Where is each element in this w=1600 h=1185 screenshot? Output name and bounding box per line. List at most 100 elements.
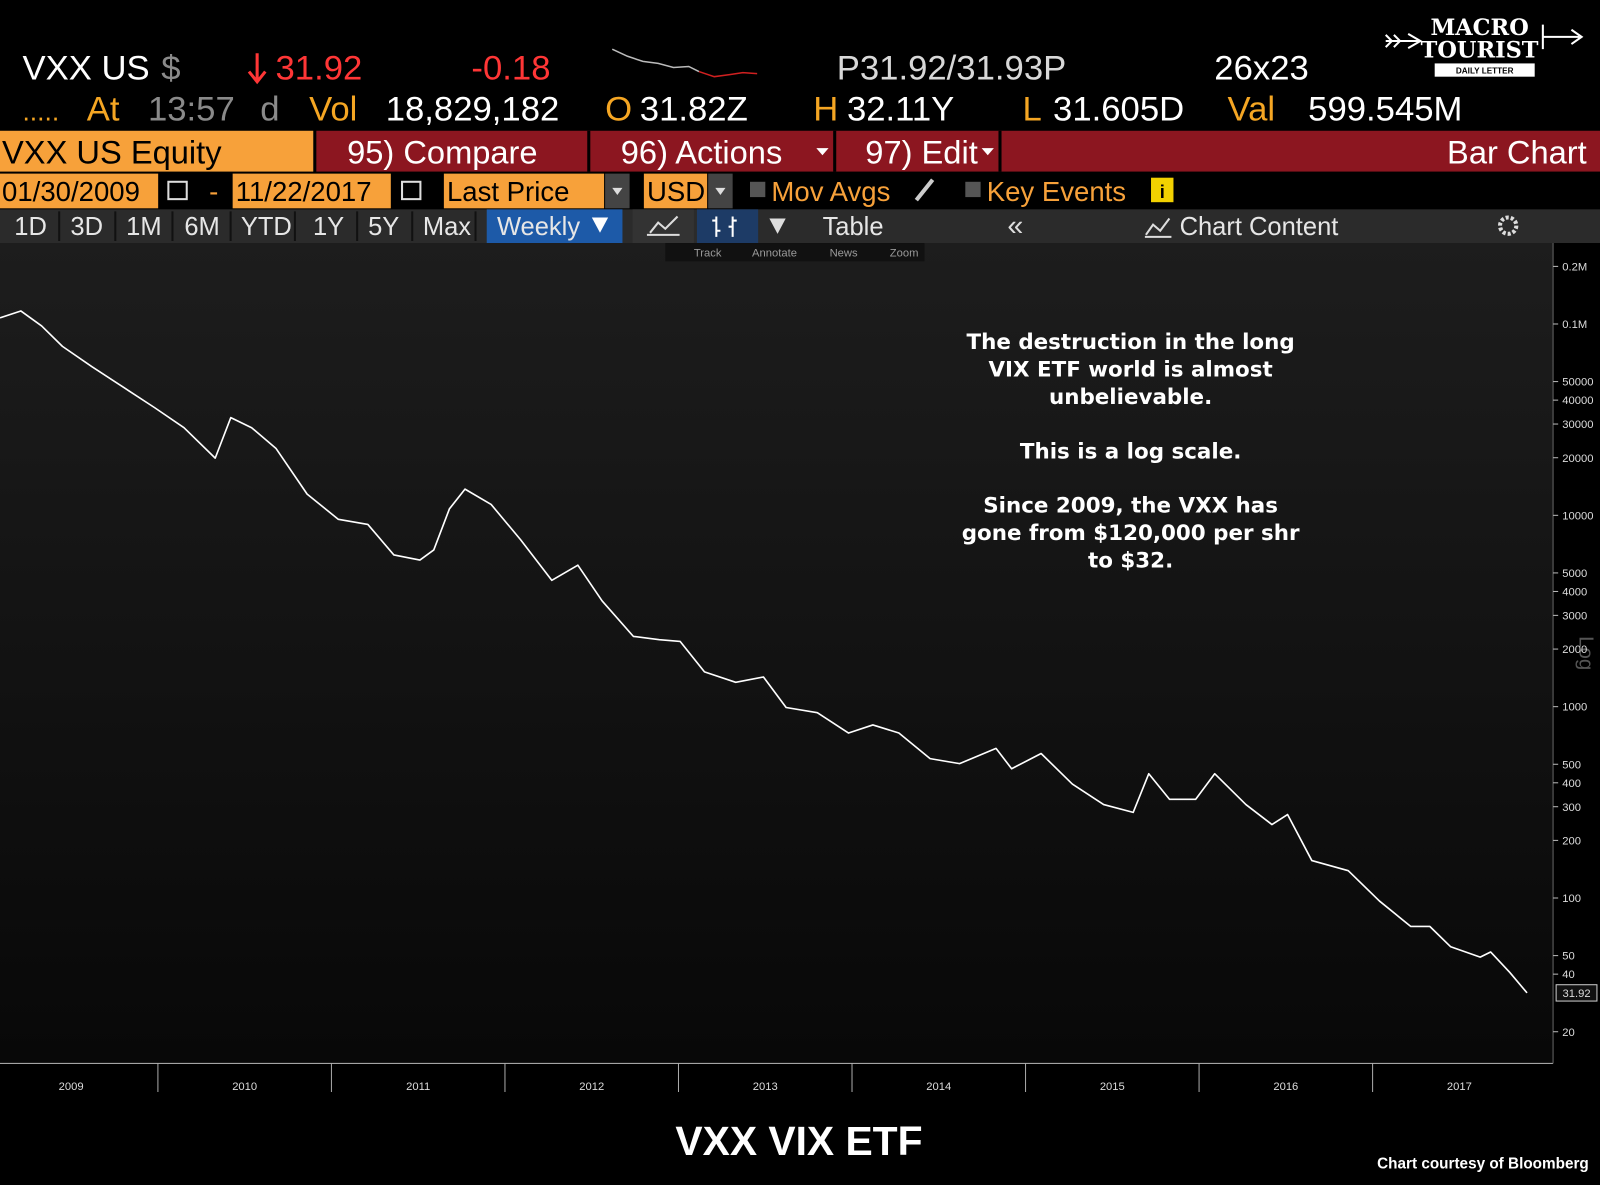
annotation: This is a log scale. [1020,439,1241,464]
y-tick-label: 4000 [1562,587,1587,599]
logo-arrow-right [1541,24,1584,50]
x-tick-label: 2013 [753,1081,778,1093]
dropdown-triangle [591,217,609,233]
chart-content[interactable]: Chart Content [1180,213,1339,241]
x-tick-label: 2012 [579,1081,604,1093]
y-tick-label: 50 [1562,951,1574,963]
low-label: L [1022,91,1041,129]
action-button[interactable]: 96) Actions [621,133,782,170]
dropdown-triangle[interactable] [769,218,786,234]
bar-chart-button[interactable] [696,209,759,244]
annotation: unbelievable. [1049,385,1212,410]
calendar-icon[interactable] [401,180,422,201]
annotation: The destruction in the long [967,330,1295,355]
volume: 18,829,182 [386,91,560,129]
y-tick-label: 100 [1562,893,1581,905]
annotation: Since 2009, the VXX has [983,493,1278,518]
scale-label: Log [1575,636,1597,670]
view-name: Bar Chart [1447,133,1587,170]
period-tab[interactable]: 1M [126,213,161,241]
y-tick-label: 20 [1562,1027,1574,1039]
range-separator: - [209,176,218,207]
start-date-box[interactable] [0,173,159,209]
last-price: 31.92 [276,50,363,88]
ticker: VXX US [22,50,149,88]
action-button[interactable]: 95) Compare [347,133,538,170]
key-events[interactable]: Key Events [987,176,1126,207]
open: 31.82Z [640,91,748,129]
val-label: Val [1228,91,1276,129]
logo-arrow [1384,32,1423,49]
currency-box[interactable] [643,173,708,209]
end-date-box[interactable] [232,173,391,209]
y-tick-label: 5000 [1562,568,1587,580]
y-tick-label: 50000 [1562,377,1593,389]
security[interactable]: VXX US Equity [2,133,222,170]
bid-ask-size: 26x23 [1214,50,1309,88]
chart-tool[interactable]: Zoom [890,247,919,259]
action-button[interactable]: 97) Edit [865,133,978,170]
period-tab[interactable]: YTD [241,213,292,241]
period-tab[interactable]: 1D [14,213,47,241]
x-tick-label: 2011 [406,1081,430,1093]
logo-line2: TOURIST [1421,37,1539,63]
dropdown-triangle [981,148,994,156]
net-change: -0.18 [471,50,550,88]
line-icon [646,215,680,236]
tab-row [0,209,1600,244]
currency-field[interactable]: USD [647,176,705,207]
start-date[interactable]: 01/30/2009 [2,176,140,207]
y-tick-label: 2000 [1562,644,1587,656]
x-tick-label: 2014 [926,1081,951,1093]
field[interactable]: Last Price [447,176,569,207]
last-price-label: 31.92 [1562,988,1590,1000]
pencil-icon[interactable] [914,178,935,202]
price-line [0,310,1528,994]
field-box[interactable] [443,173,605,209]
dots: ..... [22,97,59,127]
high-label: H [813,91,838,129]
bar-icon [712,216,737,237]
period-tab[interactable]: Max [423,213,471,241]
x-tick-label: 2017 [1447,1081,1472,1093]
period-tab[interactable]: 1Y [313,213,344,241]
checkbox[interactable] [750,181,766,198]
vol-label: Vol [309,91,357,129]
logo-tagline: DAILY LETTER [1456,67,1514,76]
y-tick-label: 10000 [1562,510,1593,522]
currency: $ [161,50,180,88]
chart-tool[interactable]: News [830,247,858,259]
y-tick-label: 3000 [1562,610,1587,622]
y-tick-label: 1000 [1562,702,1587,714]
y-tick-label: 0.2M [1562,261,1587,273]
frequency[interactable]: Weekly [497,213,580,241]
chart-title: VXX VIX ETF [675,1118,922,1164]
y-tick-label: 30000 [1562,419,1593,431]
time: 13:57 [148,91,235,129]
chart-tool[interactable]: Track [694,247,722,259]
period-tab[interactable]: 3D [70,213,103,241]
calendar-icon[interactable] [167,180,188,201]
info-icon[interactable] [1151,177,1174,203]
chart-tool[interactable]: Annotate [752,247,797,259]
info-glyph: i [1160,181,1165,202]
security-box[interactable] [0,130,314,172]
table-button[interactable]: Table [823,213,884,241]
low: 31.605D [1053,91,1184,129]
annotation: gone from $120,000 per shr [962,521,1300,546]
period-tab[interactable]: 5Y [368,213,399,241]
sparkline-red [698,70,758,78]
y-tick-label: 40 [1562,969,1574,981]
collapse-icon[interactable]: « [1007,210,1023,242]
time-flag: d [260,91,279,129]
end-date[interactable]: 11/22/2017 [236,176,372,207]
at-label: At [87,91,120,129]
period-tab[interactable]: 6M [184,213,219,241]
annotation: VIX ETF world is almost [988,358,1272,383]
x-tick-label: 2015 [1100,1081,1125,1093]
mov-avgs[interactable]: Mov Avgs [771,176,890,207]
settings-icon[interactable] [1497,215,1519,236]
checkbox[interactable] [965,181,981,198]
x-tick-label: 2009 [59,1081,84,1093]
logo-line1: MACRO [1430,15,1528,41]
